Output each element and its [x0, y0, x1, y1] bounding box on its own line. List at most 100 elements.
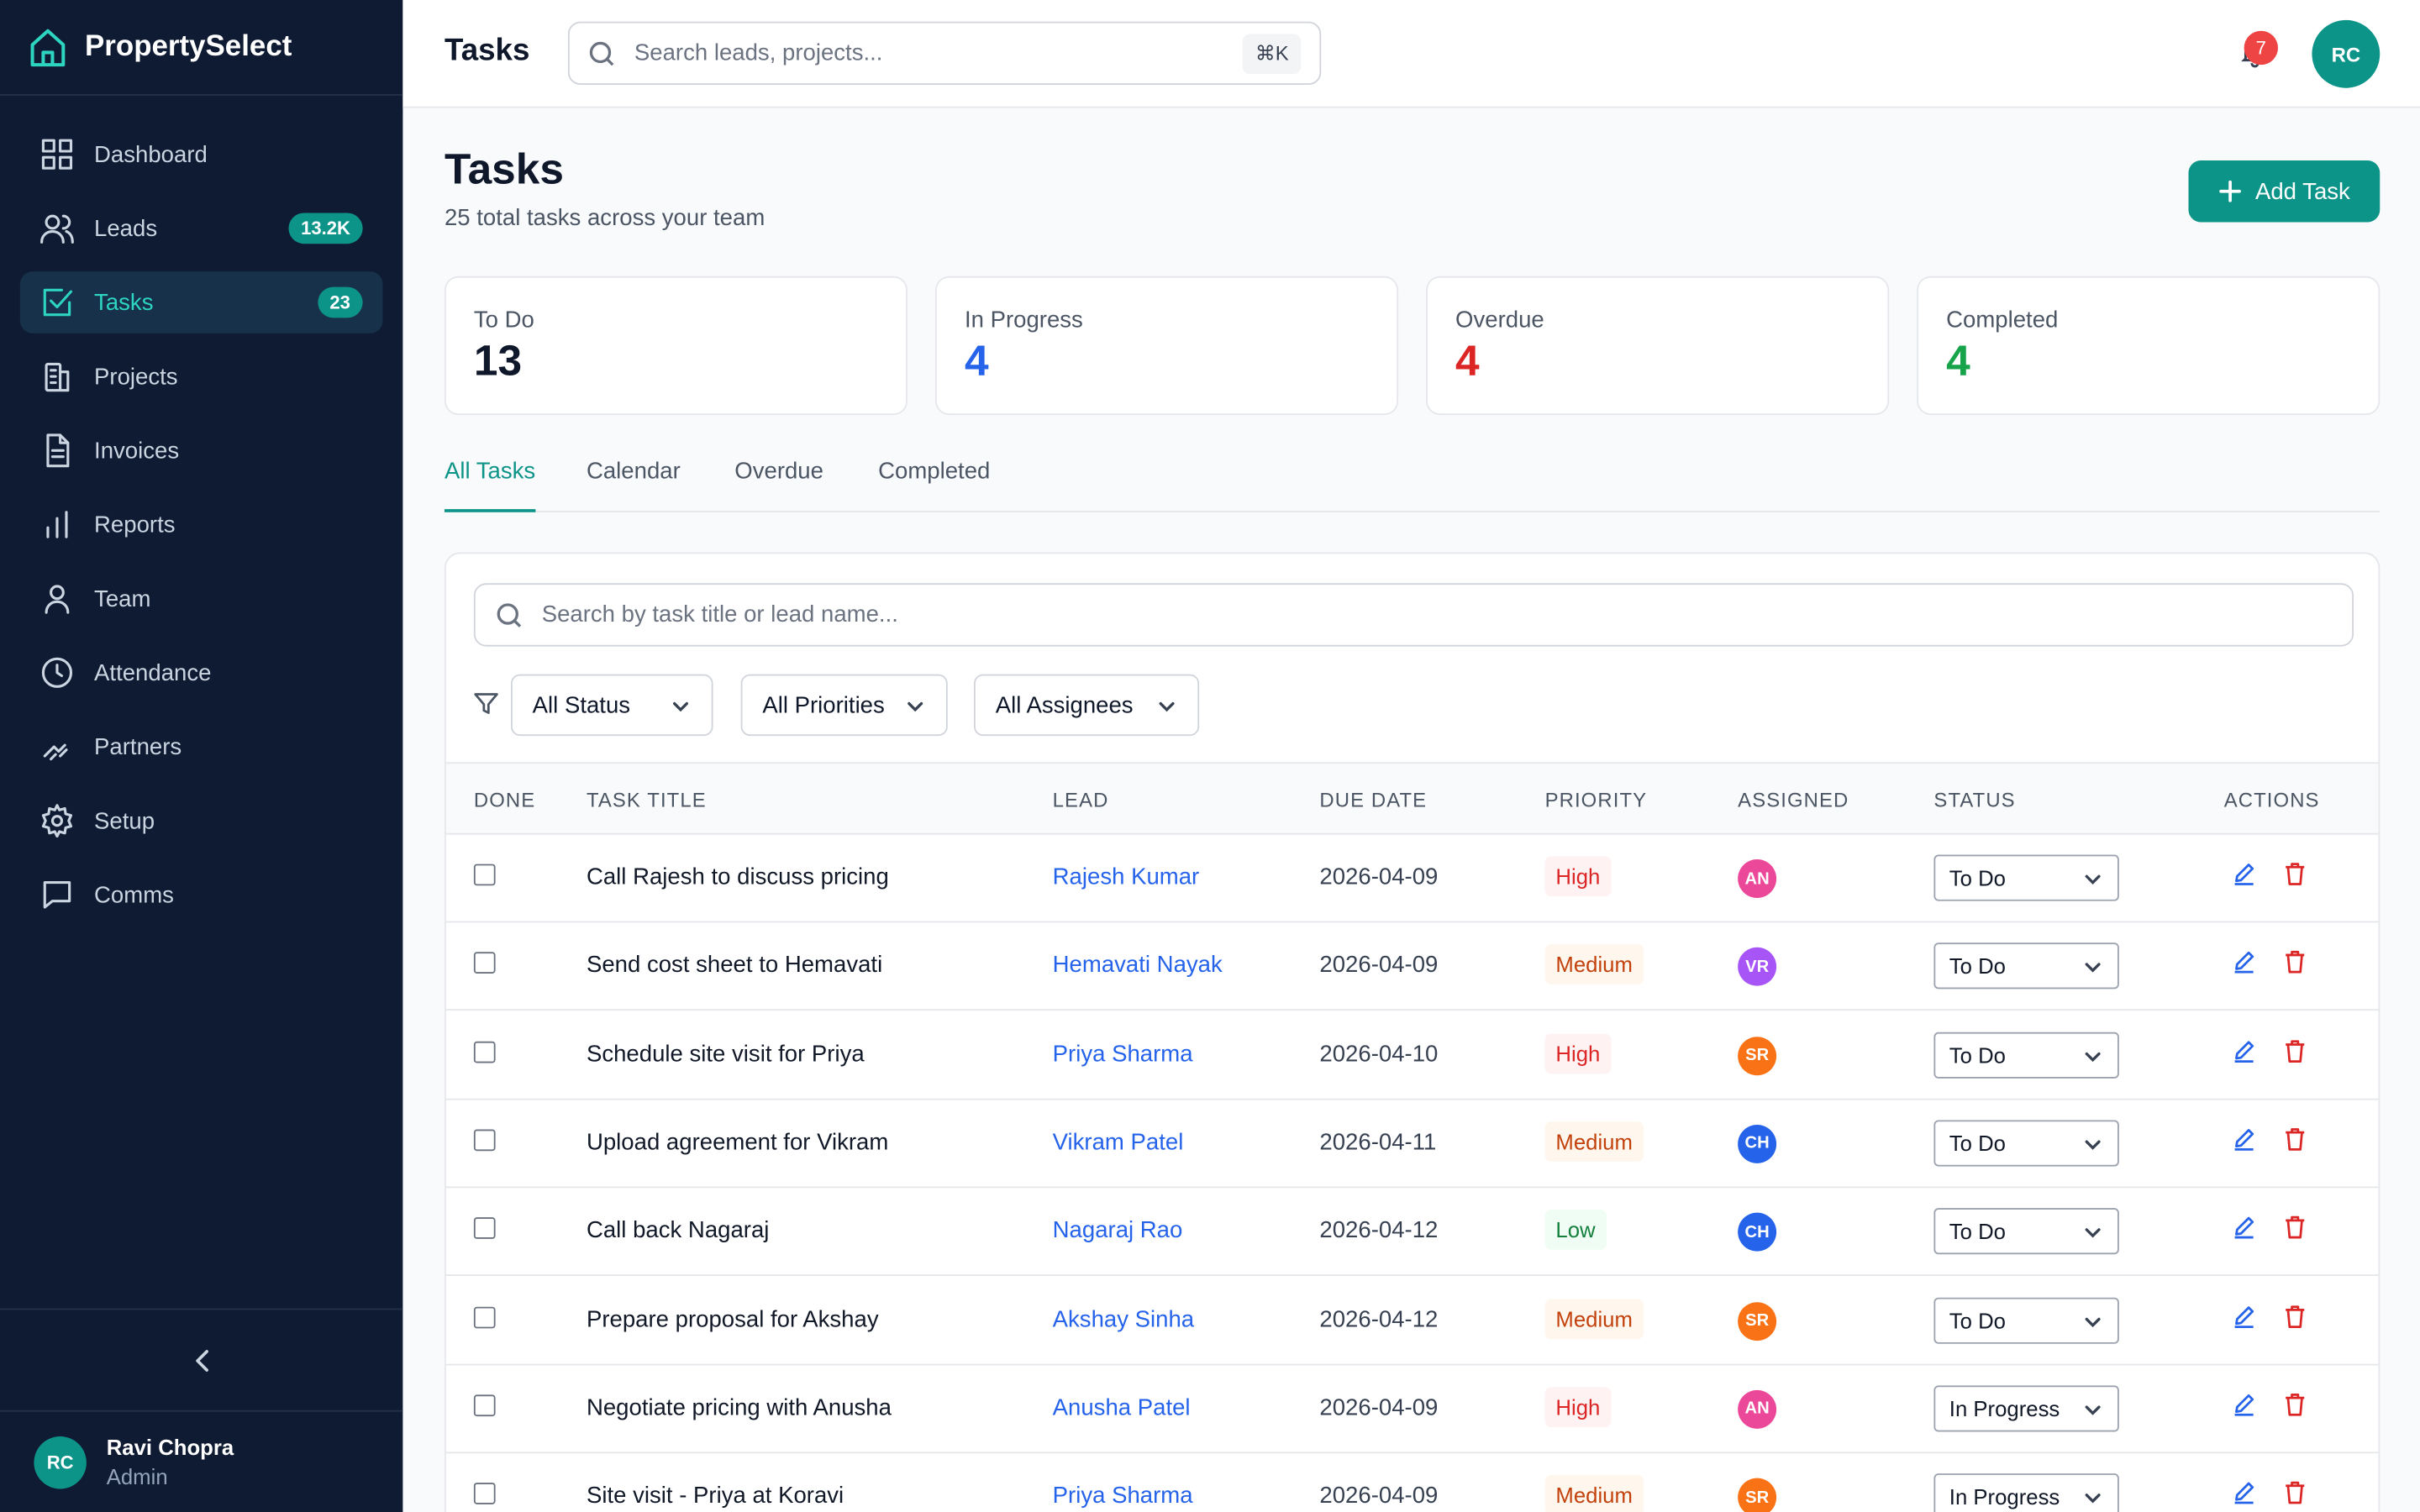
status-select[interactable]: In Progress: [1933, 1473, 2119, 1512]
sidebar-item-setup[interactable]: Setup: [20, 790, 383, 851]
trash-icon[interactable]: [2283, 1391, 2307, 1416]
priority-badge: Low: [1544, 1210, 1607, 1251]
trash-icon[interactable]: [2283, 949, 2307, 974]
lead-link[interactable]: Hemavati Nayak: [1052, 952, 1223, 979]
trash-icon[interactable]: [2283, 1126, 2307, 1151]
status-filter[interactable]: All Status: [510, 674, 713, 737]
edit-icon[interactable]: [2232, 1037, 2256, 1063]
sidebar-item-attendance[interactable]: Attendance: [20, 642, 383, 703]
handshake-icon: [43, 743, 68, 761]
lead-link[interactable]: Anusha Patel: [1052, 1394, 1191, 1421]
status-select[interactable]: In Progress: [1933, 1385, 2119, 1432]
status-select[interactable]: To Do: [1933, 1120, 2119, 1167]
tab-all-tasks[interactable]: All Tasks: [444, 459, 536, 512]
edit-icon[interactable]: [2232, 1480, 2256, 1504]
trash-icon[interactable]: [2283, 1037, 2307, 1063]
grid-icon: [41, 139, 73, 170]
global-search-input[interactable]: [634, 39, 1206, 66]
status-value: In Progress: [1949, 1395, 2060, 1421]
trash-icon[interactable]: [2283, 1480, 2307, 1504]
assignee-avatar: SR: [1738, 1301, 1777, 1341]
done-checkbox[interactable]: [473, 1394, 496, 1416]
status-select[interactable]: To Do: [1933, 942, 2119, 990]
status-select[interactable]: To Do: [1933, 1032, 2119, 1079]
task-title: Schedule site visit for Priya: [586, 1041, 865, 1068]
trash-icon[interactable]: [2283, 861, 2307, 885]
user-profile[interactable]: RC Ravi Chopra Admin: [0, 1410, 403, 1512]
stat-label: To Do: [473, 307, 534, 333]
lead-link[interactable]: Priya Sharma: [1052, 1041, 1193, 1068]
lead-link[interactable]: Rajesh Kumar: [1052, 864, 1200, 890]
column-header-due-date: DUE DATE: [1319, 788, 1428, 812]
sidebar-item-label: Setup: [94, 807, 155, 834]
edit-icon[interactable]: [2232, 1303, 2256, 1328]
due-date: 2026-04-12: [1319, 1305, 1439, 1333]
lead-link[interactable]: Akshay Sinha: [1052, 1305, 1195, 1333]
lead-link[interactable]: Vikram Patel: [1052, 1129, 1184, 1156]
trash-icon[interactable]: [2283, 1303, 2307, 1328]
trash-icon[interactable]: [2283, 1215, 2307, 1239]
done-checkbox[interactable]: [473, 1129, 496, 1152]
sidebar-item-team[interactable]: Team: [20, 568, 383, 629]
assignee-filter[interactable]: All Assignees: [973, 674, 1200, 737]
status-select[interactable]: To Do: [1933, 1208, 2119, 1255]
done-checkbox[interactable]: [473, 1041, 496, 1063]
tab-completed[interactable]: Completed: [878, 458, 991, 485]
sidebar-item-projects[interactable]: Projects: [20, 345, 383, 407]
collapse-sidebar-button[interactable]: [0, 1308, 403, 1410]
done-checkbox[interactable]: [473, 1305, 496, 1328]
notification-badge: 7: [2244, 30, 2279, 66]
table-row: Site visit - Priya at Koravi Priya Sharm…: [446, 1453, 2379, 1512]
edit-icon[interactable]: [2232, 1126, 2256, 1151]
stat-value: 4: [1455, 336, 1480, 385]
edit-icon[interactable]: [2232, 949, 2256, 974]
task-title: Call back Nagaraj: [586, 1217, 770, 1244]
assignee-filter-value: All Assignees: [995, 691, 1134, 718]
sidebar-item-dashboard[interactable]: Dashboard: [20, 123, 383, 185]
done-checkbox[interactable]: [473, 1483, 496, 1504]
sidebar-item-invoices[interactable]: Invoices: [20, 420, 383, 481]
sidebar-item-leads[interactable]: Leads 13.2K: [20, 197, 383, 259]
lead-link[interactable]: Nagaraj Rao: [1052, 1217, 1183, 1244]
status-select[interactable]: To Do: [1933, 854, 2119, 901]
column-header-priority: PRIORITY: [1544, 788, 1648, 812]
user-avatar-button[interactable]: RC: [2312, 19, 2381, 88]
due-date: 2026-04-09: [1319, 1483, 1439, 1509]
column-header-done: DONE: [473, 788, 536, 812]
edit-icon[interactable]: [2232, 1215, 2256, 1239]
chevron-down-icon: [2085, 1228, 2101, 1238]
table-row: Call back Nagaraj Nagaraj Rao 2026-04-12…: [445, 1189, 2379, 1277]
add-task-button[interactable]: Add Task: [2188, 160, 2381, 223]
tab-calendar[interactable]: Calendar: [586, 458, 681, 485]
done-checkbox[interactable]: [473, 1217, 496, 1240]
table-row: Schedule site visit for Priya Priya Shar…: [445, 1011, 2379, 1100]
sidebar-item-reports[interactable]: Reports: [20, 494, 383, 555]
priority-filter[interactable]: All Priorities: [740, 674, 948, 737]
edit-icon[interactable]: [2232, 1391, 2256, 1416]
table-row: Upload agreement for Vikram Vikram Patel…: [445, 1100, 2379, 1189]
stat-label: Overdue: [1455, 307, 1544, 333]
chevron-down-icon: [908, 701, 923, 712]
assignee-avatar: CH: [1738, 1124, 1777, 1163]
sidebar-item-label: Team: [94, 585, 151, 612]
priority-badge: Medium: [1544, 1298, 1644, 1339]
due-date: 2026-04-10: [1319, 1041, 1439, 1068]
task-search-input[interactable]: [541, 601, 2240, 628]
lead-link[interactable]: Priya Sharma: [1052, 1483, 1193, 1509]
tab-overdue[interactable]: Overdue: [734, 458, 823, 485]
chevron-down-icon: [1159, 701, 1175, 712]
topbar-title: Tasks: [444, 34, 530, 68]
done-checkbox[interactable]: [473, 952, 496, 974]
sidebar-item-comms[interactable]: Comms: [20, 864, 383, 926]
stat-card-to-do: To Do 13: [444, 276, 908, 416]
status-select[interactable]: To Do: [1933, 1296, 2119, 1343]
edit-icon[interactable]: [2232, 861, 2256, 885]
sidebar-item-partners[interactable]: Partners: [20, 716, 383, 777]
brand[interactable]: PropertySelect: [0, 0, 403, 96]
done-checkbox[interactable]: [473, 864, 496, 886]
sidebar-item-tasks[interactable]: Tasks 23: [19, 271, 383, 333]
task-title: Send cost sheet to Hemavati: [586, 952, 883, 979]
add-task-label: Add Task: [2254, 178, 2350, 205]
global-search: ⌘K: [567, 21, 1322, 86]
priority-filter-value: All Priorities: [762, 691, 885, 718]
